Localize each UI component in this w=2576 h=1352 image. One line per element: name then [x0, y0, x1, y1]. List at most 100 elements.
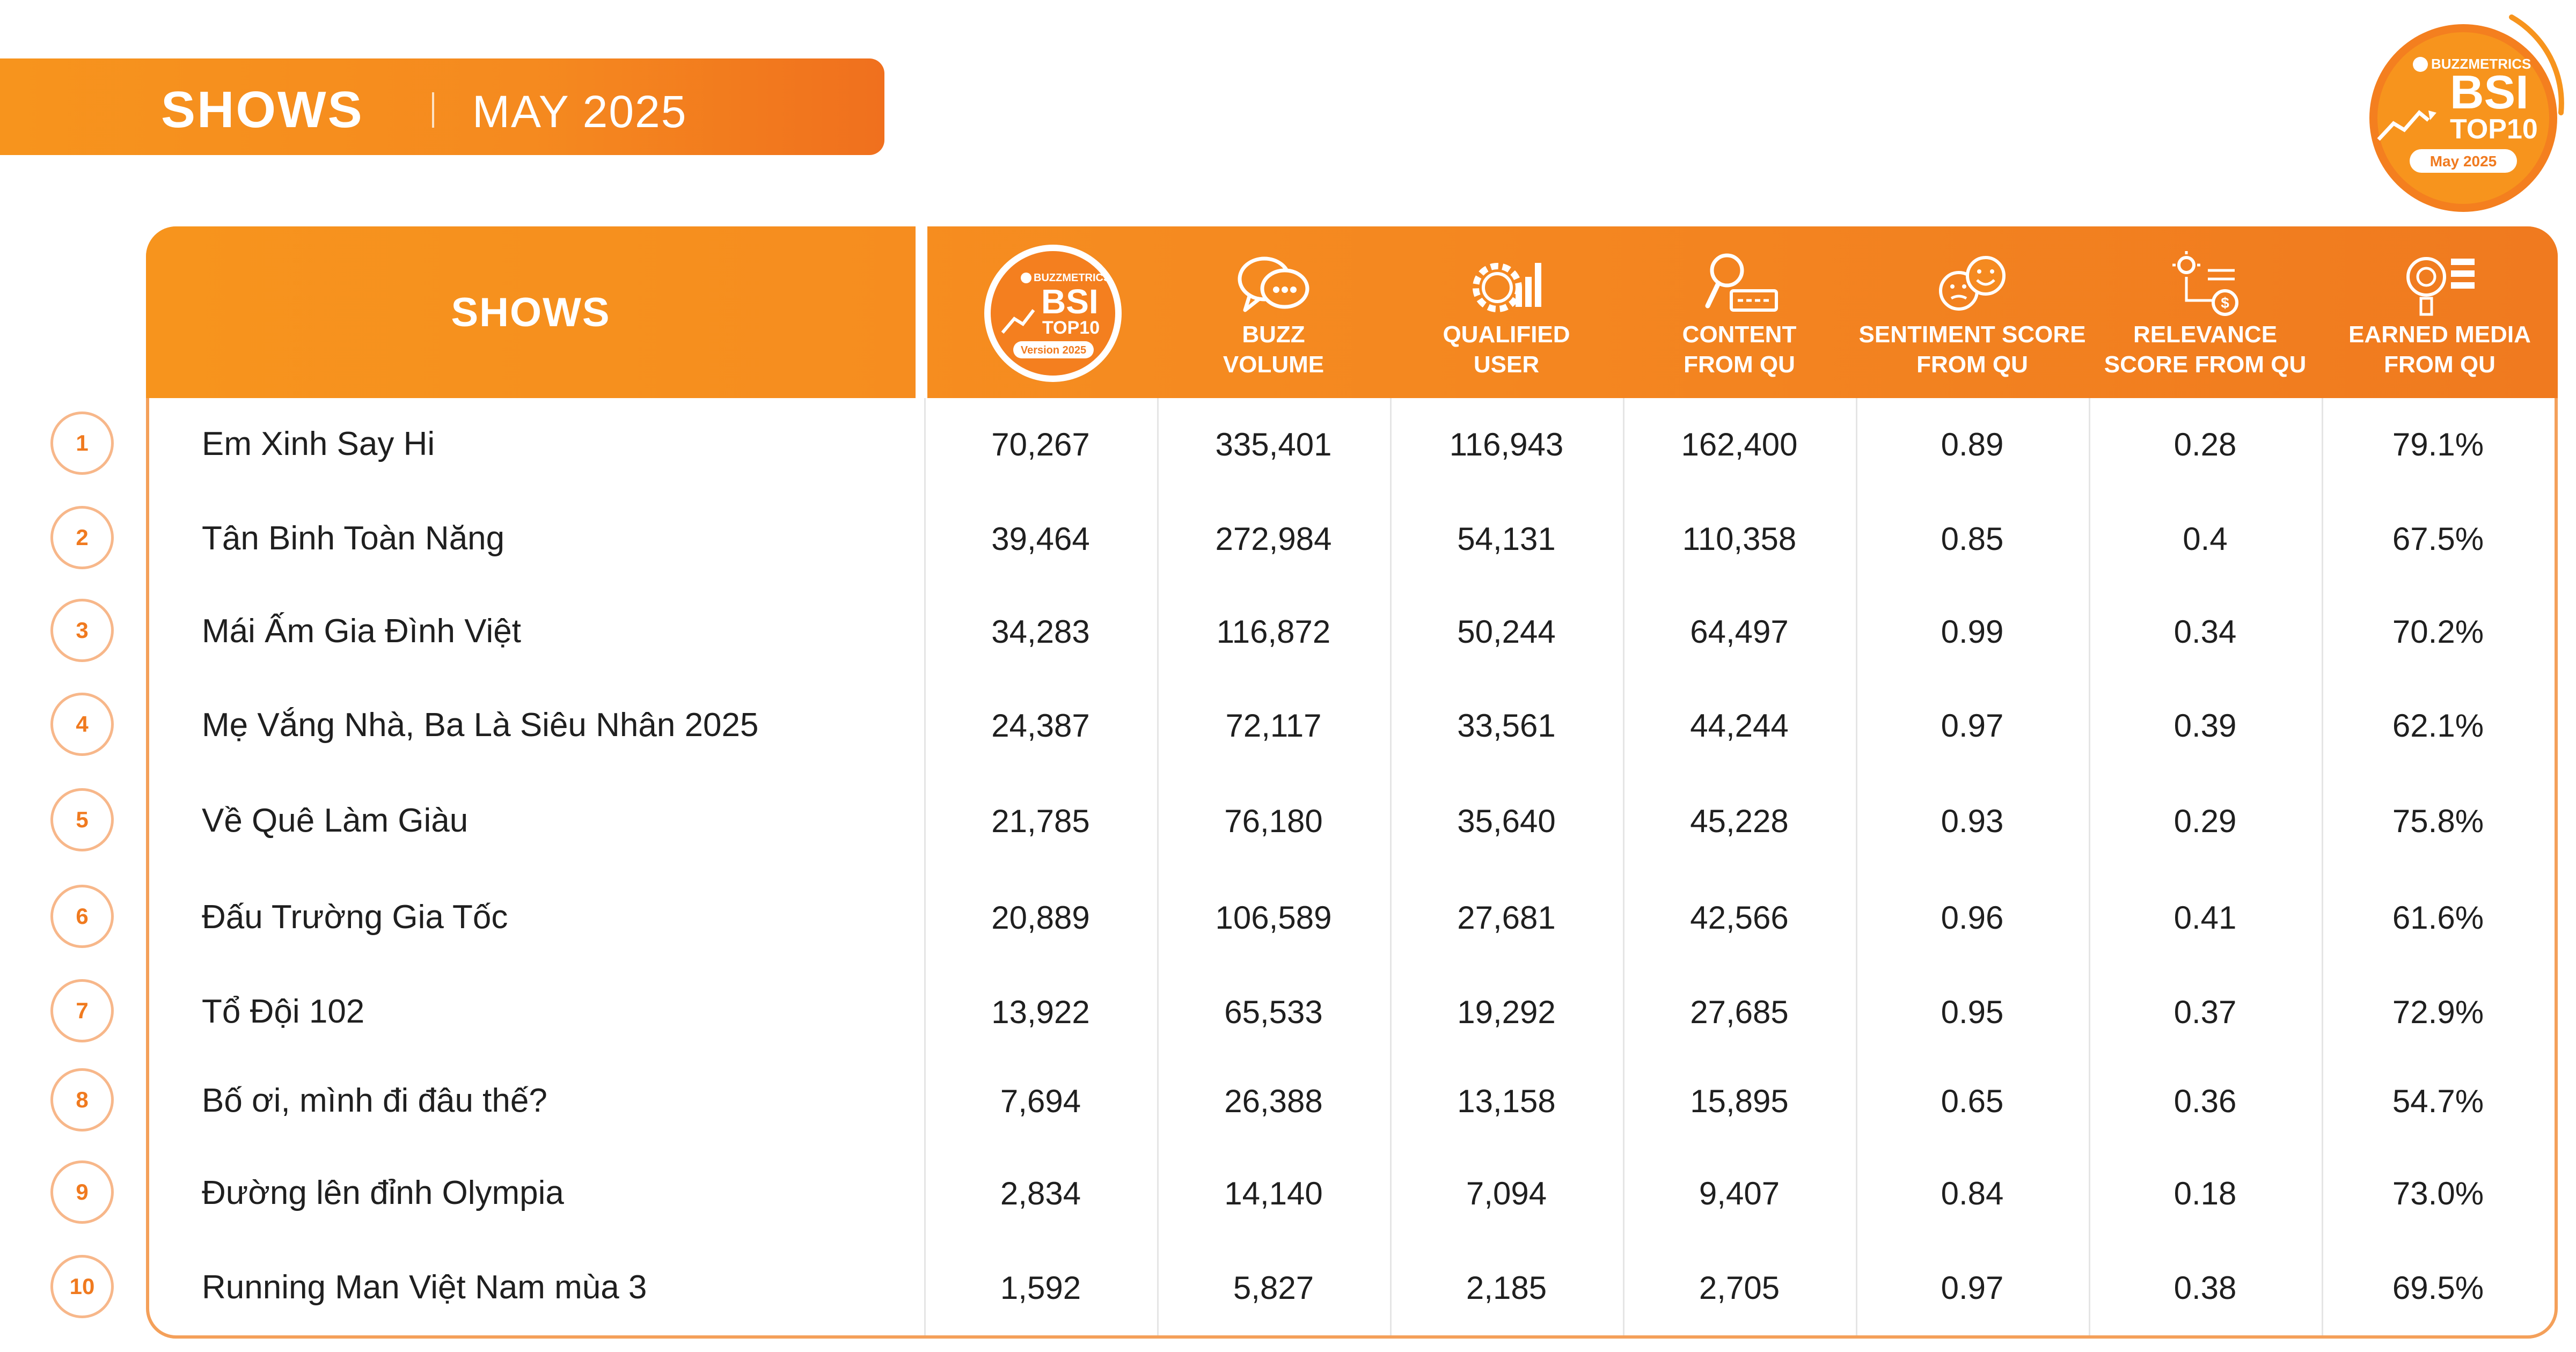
show-name: Đường lên đỉnh Olympia: [202, 1174, 564, 1211]
col-header-relevance-line2: SCORE FROM QU: [2104, 351, 2307, 378]
bsi-value: 7,694: [1000, 1083, 1081, 1119]
content-value: 15,895: [1690, 1083, 1789, 1119]
column-divider: [924, 398, 926, 1335]
shows-column-header: SHOWS: [451, 289, 611, 335]
col-header-qualified-user: QUALIFIED USER: [1390, 226, 1623, 398]
table-row: 7 Tổ Đội 102 13,922 65,533 19,292 27,685 0.95 0…: [0, 966, 2576, 1060]
bsi-value: 13,922: [991, 994, 1090, 1030]
table-row: 8 Bố ơi, mình đi đâu thế? 7,694 26,388 13,15…: [0, 1055, 2576, 1149]
column-divider: [1390, 398, 1392, 1335]
gear-chart-icon: [1473, 263, 1541, 312]
col-header-buzz-volume-line1: BUZZ: [1242, 321, 1305, 348]
col-header-sentiment-score: SENTIMENT SCORE FROM QU: [1856, 226, 2089, 398]
buzz-volume-value: 65,533: [1224, 994, 1323, 1030]
buzz-volume-value: 335,401: [1215, 427, 1332, 462]
bsi-column-name: BSI: [1041, 282, 1099, 321]
qualified-user-value: 35,640: [1457, 803, 1556, 839]
column-divider: [2089, 398, 2090, 1335]
badge-date: May 2025: [2430, 153, 2497, 170]
title-separator: [432, 92, 434, 128]
bsi-column-logo: BUZZMETRICS BSI TOP10 Version 2025: [984, 245, 1122, 382]
content-value: 110,358: [1682, 521, 1797, 557]
badge-name: BSI: [2450, 65, 2529, 119]
rank-badge: 3: [50, 599, 114, 662]
emoji-faces-icon: [1939, 256, 2006, 311]
relevance-value: 0.4: [2183, 521, 2228, 557]
col-header-content-line2: FROM QU: [1684, 351, 1795, 378]
show-name: Đấu Trường Gia Tốc: [202, 899, 508, 936]
content-value: 2,705: [1699, 1270, 1780, 1306]
bsi-value: 34,283: [991, 614, 1090, 650]
qualified-user-value: 19,292: [1457, 994, 1556, 1030]
sentiment-value: 0.85: [1941, 521, 2004, 557]
content-value: 162,400: [1681, 427, 1798, 462]
table-row: 6 Đấu Trường Gia Tốc 20,889 106,589 27,681 42…: [0, 871, 2576, 966]
svg-text:$: $: [2221, 295, 2229, 311]
content-value: 27,685: [1690, 994, 1789, 1030]
table-header: [146, 226, 2558, 398]
relevance-value: 0.18: [2174, 1175, 2237, 1211]
rank-badge: 4: [50, 693, 114, 756]
table-row: 9 Đường lên đỉnh Olympia 2,834 14,140 7,094 9…: [0, 1147, 2576, 1241]
col-header-earned-media-line2: FROM QU: [2384, 351, 2496, 378]
chat-bubbles-icon: [1238, 256, 1309, 312]
earned-media-value: 72.9%: [2392, 994, 2484, 1030]
relevance-value: 0.37: [2174, 994, 2237, 1030]
show-name: Bố ơi, mình đi đâu thế?: [202, 1082, 547, 1119]
header-divider: [916, 226, 927, 398]
col-header-relevance-line1: RELEVANCE: [2133, 321, 2278, 348]
table-row: 2 Tân Binh Toàn Năng 39,464 272,984 54,131 11…: [0, 493, 2576, 587]
col-header-content-line1: CONTENT: [1682, 321, 1797, 348]
buzz-volume-value: 76,180: [1224, 803, 1323, 839]
column-divider: [1157, 398, 1159, 1335]
relevance-value: 0.28: [2174, 427, 2237, 462]
col-header-qualified-user-line1: QUALIFIED: [1443, 321, 1570, 348]
earned-media-value: 67.5%: [2392, 521, 2484, 557]
qualified-user-value: 116,943: [1449, 427, 1564, 462]
qualified-user-value: 50,244: [1457, 614, 1556, 650]
sentiment-value: 0.84: [1941, 1175, 2004, 1211]
bsi-value: 2,834: [1000, 1175, 1081, 1211]
qualified-user-value: 2,185: [1466, 1270, 1547, 1306]
bsi-column-top: TOP10: [1042, 318, 1100, 338]
rank-badge: 2: [50, 506, 114, 569]
rank-badge: 1: [50, 412, 114, 475]
col-header-earned-media-line1: EARNED MEDIA: [2348, 321, 2531, 348]
buzz-volume-value: 272,984: [1215, 521, 1332, 557]
show-name: Mẹ Vắng Nhà, Ba Là Siêu Nhân 2025: [202, 707, 759, 744]
show-name: Em Xinh Say Hi: [202, 425, 435, 462]
rank-badge: 9: [50, 1160, 114, 1224]
search-content-icon: [1705, 253, 1778, 312]
badge-brand: BUZZMETRICS: [2431, 56, 2531, 72]
table-row: 1 Em Xinh Say Hi 70,267 335,401 116,943 162,4…: [0, 398, 2576, 493]
column-divider: [2322, 398, 2323, 1335]
earned-media-value: 54.7%: [2392, 1083, 2484, 1119]
content-value: 9,407: [1699, 1175, 1780, 1211]
qualified-user-value: 7,094: [1466, 1175, 1547, 1211]
bsi-column-brand: BUZZMETRICS: [1034, 272, 1110, 284]
table-row: 4 Mẹ Vắng Nhà, Ba Là Siêu Nhân 2025 24,387…: [0, 679, 2576, 774]
buzz-volume-value: 72,117: [1225, 708, 1322, 744]
table-row: 10 Running Man Việt Nam mùa 3 1,592 5,827 2,…: [0, 1241, 2576, 1336]
buzz-volume-value: 5,827: [1233, 1270, 1314, 1306]
earned-media-value: 61.6%: [2392, 900, 2484, 936]
content-value: 64,497: [1690, 614, 1789, 650]
qualified-user-value: 27,681: [1457, 900, 1556, 936]
content-value: 42,566: [1690, 900, 1789, 936]
col-header-sentiment-line2: FROM QU: [1916, 351, 2028, 378]
show-name: Về Quê Làm Giàu: [202, 802, 469, 839]
rank-badge: 6: [50, 885, 114, 948]
page-title: SHOWS: [161, 81, 364, 138]
rank-badge: 10: [50, 1255, 114, 1318]
title-banner: [0, 58, 884, 155]
sentiment-value: 0.93: [1941, 803, 2004, 839]
sentiment-value: 0.99: [1941, 614, 2004, 650]
bsi-value: 1,592: [1000, 1270, 1081, 1306]
table-row: 3 Mái Ấm Gia Đình Việt 34,283 116,872 50,244…: [0, 585, 2576, 680]
show-name: Tân Binh Toàn Năng: [202, 520, 505, 557]
bsi-top10-logo-badge: BUZZMETRICS BSI TOP10 May 2025: [2369, 14, 2564, 212]
earned-media-value: 62.1%: [2392, 708, 2484, 744]
sentiment-value: 0.96: [1941, 900, 2004, 936]
rank-badge: 8: [50, 1068, 114, 1131]
earned-media-value: 79.1%: [2392, 427, 2484, 462]
